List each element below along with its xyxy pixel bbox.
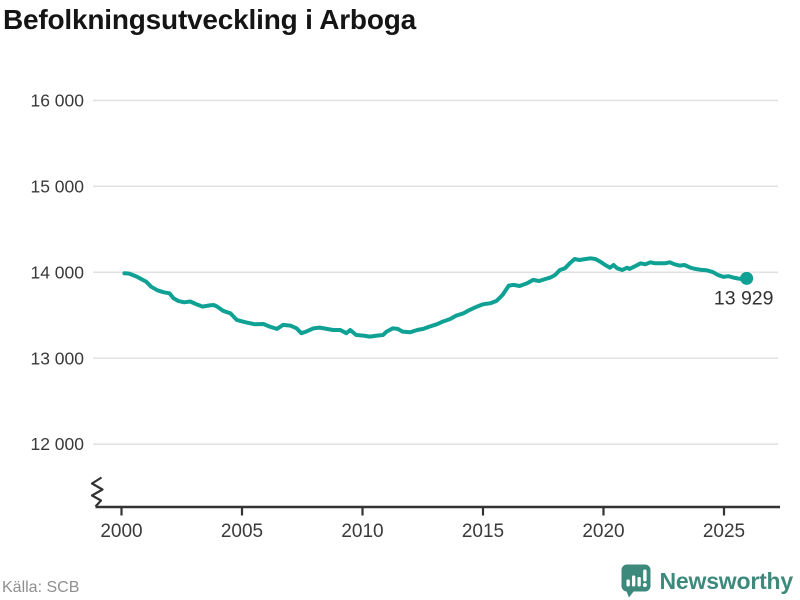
x-tick-label: 2015 xyxy=(462,521,504,542)
y-tick-label: 14 000 xyxy=(30,262,84,282)
exclamation-icon xyxy=(642,569,647,587)
x-tick-label: 2010 xyxy=(341,521,383,542)
newsworthy-logo: Newsworthy xyxy=(621,564,793,598)
x-tick-label: 2025 xyxy=(703,521,745,542)
speech-bubble-icon xyxy=(621,564,651,598)
y-tick-label: 13 000 xyxy=(30,348,84,368)
newsworthy-logo-text: Newsworthy xyxy=(659,567,794,594)
y-tick-label: 15 000 xyxy=(30,176,84,196)
last-point-marker xyxy=(740,271,754,285)
x-tick-label: 2000 xyxy=(100,521,142,542)
newsworthy-logo-icon xyxy=(621,564,651,598)
y-tick-label: 16 000 xyxy=(30,90,84,110)
bar-chart-icon xyxy=(626,575,641,587)
population-series-line xyxy=(122,256,749,339)
source-label: Källa: SCB xyxy=(2,579,80,596)
axis-break-icon xyxy=(90,476,104,508)
y-tick-label: 12 000 xyxy=(30,434,84,454)
x-tick-label: 2005 xyxy=(221,521,263,542)
last-value-label: 13 929 xyxy=(714,288,774,310)
x-tick-label: 2020 xyxy=(582,521,624,542)
page-title: Befolkningsutveckling i Arboga xyxy=(3,4,417,35)
